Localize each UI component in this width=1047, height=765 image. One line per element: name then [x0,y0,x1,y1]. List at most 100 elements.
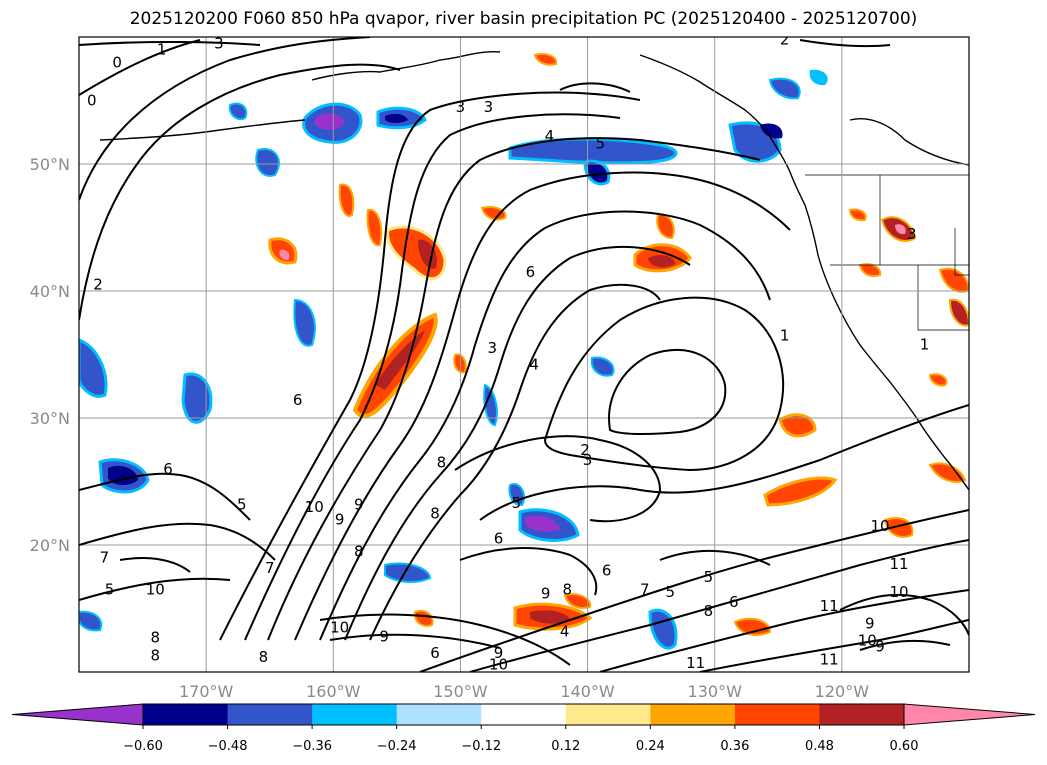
colorbar-frame [142,703,905,726]
contour-label: 5 [596,135,606,153]
contour-label: 5 [512,494,522,512]
contour-label: 11 [890,555,909,573]
contour-label: 6 [494,530,504,548]
contour-label: 2 [93,276,103,294]
colorbar-extend-low [11,703,144,726]
contour-label: 0 [112,53,122,71]
contour-label: 9 [865,615,875,633]
colorbar-swatch [819,704,905,725]
contour-label: 11 [820,650,839,668]
map-gridlines [79,37,969,672]
lon-tick-label: 150°W [433,682,488,701]
map-title: 2025120200 F060 850 hPa qvapor, river ba… [129,9,918,29]
colorbar-swatch [143,704,229,725]
contour-label: 8 [151,629,161,647]
contour-label: 8 [354,542,364,560]
contour-label: 10 [858,631,877,649]
colorbar-swatch [396,704,482,725]
contour-label: 0 [87,92,97,110]
contour-label: 1 [157,41,167,59]
lon-tick-label: 130°W [688,682,743,701]
contour-label: 7 [640,580,650,598]
contour-label: 10 [305,498,324,516]
colorbar-extend-high [903,703,1036,726]
lon-tick-label: 120°W [815,682,870,701]
contour-label: 6 [293,391,303,409]
colorbar-tick-label: −0.48 [208,739,248,754]
contour-label: 9 [379,627,389,645]
contour-label: 4 [545,127,555,145]
colorbar-tick-label: 0.24 [636,739,665,754]
contour-label: 8 [259,648,269,666]
contour-label: 3 [484,98,494,116]
colorbar-swatch [650,704,736,725]
colorbar-swatch [481,704,567,725]
contour-label: 8 [562,580,572,598]
lat-tick-label: 30°N [30,409,70,428]
lon-tick-label: 160°W [306,682,361,701]
qvapor-contours [79,37,969,672]
contour-label: 8 [437,453,447,471]
contour-label: 11 [820,597,839,615]
contour-label: 10 [146,580,165,598]
contour-label: 6 [729,593,739,611]
contour-label: 3 [456,98,466,116]
colorbar-tick-label: 0.12 [551,739,580,754]
longitude-axis-labels: 170°W 160°W 150°W 140°W 130°W 120°W [179,682,869,701]
colorbar-swatch [312,704,398,725]
contour-label: 8 [704,602,714,620]
colorbar-tick-label: −0.12 [461,739,501,754]
colorbar-tick-label: −0.60 [123,739,163,754]
colorbar-tick-label: 0.60 [890,739,919,754]
lon-tick-label: 170°W [179,682,234,701]
contour-label: 5 [665,583,675,601]
contour-label: 8 [430,504,440,522]
contour-label: 3 [583,451,593,469]
colorbar-tick-label: 0.36 [720,739,749,754]
contour-label: 6 [163,460,173,478]
contour-label: 6 [430,644,440,662]
contour-label: 5 [704,568,714,586]
political-borders [805,174,969,331]
contour-label: 1 [780,326,790,344]
contour-label: 10 [890,583,909,601]
contour-label: 5 [105,580,115,598]
contour-label: 10 [330,619,349,637]
colorbar-swatch [734,704,820,725]
contour-label: 3 [214,34,224,52]
contour-label: 3 [487,339,497,357]
contour-label: 7 [100,549,110,567]
contour-label: 9 [335,511,345,529]
lat-tick-label: 50°N [30,155,70,174]
contour-label: 1 [920,335,930,353]
contour-label: 4 [529,356,539,374]
colorbar-tick-label: −0.24 [377,739,417,754]
contour-label: 6 [602,561,612,579]
lon-tick-label: 140°W [560,682,615,701]
contour-label: 3 [907,225,917,243]
contour-label: 11 [686,654,705,672]
contour-label: 2 [580,441,590,459]
contour-label: 2 [780,31,790,49]
contour-label: 9 [875,638,885,656]
contour-label: 4 [560,622,570,640]
latitude-axis-labels: 20°N 30°N 40°N 50°N [30,155,70,555]
contour-label: 9 [541,584,551,602]
contour-label: 7 [265,559,275,577]
colorbar-swatch [227,704,313,725]
contour-label: 10 [870,517,889,535]
contour-label: 6 [526,263,536,281]
contour-label: 8 [151,646,161,664]
contour-label: 9 [354,495,364,513]
colorbar: −0.60 −0.48 −0.36 −0.24 −0.12 0.12 0.24 0.36 0.4… [11,703,1036,754]
colorbar-tick-label: −0.36 [292,739,332,754]
colorbar-tick-label: 0.48 [805,739,834,754]
coastlines [99,50,969,491]
lat-tick-label: 20°N [30,536,70,555]
lat-tick-label: 40°N [30,282,70,301]
contour-label: 5 [237,495,247,513]
contour-label: 9 [494,644,504,662]
